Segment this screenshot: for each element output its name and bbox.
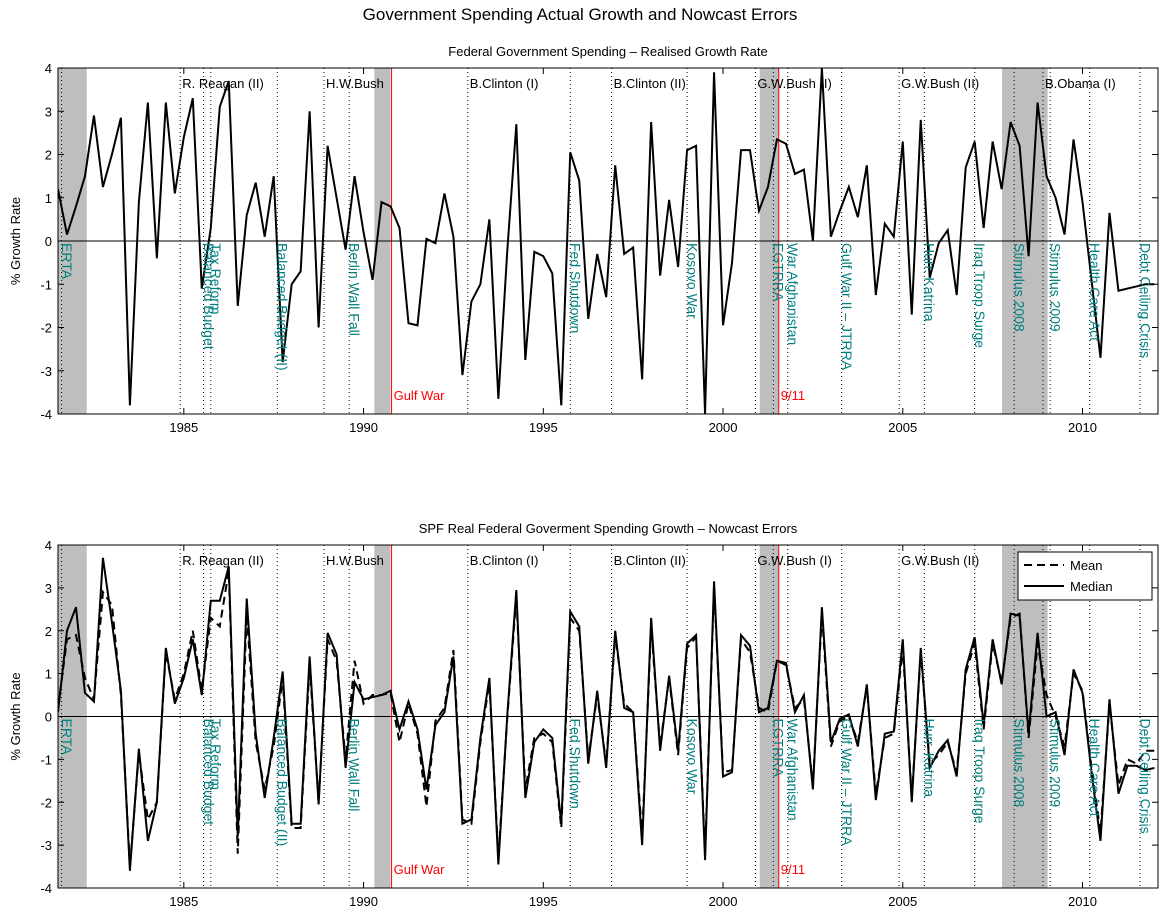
event-label: Hurr. Katrina [922,719,938,798]
event-label: War Afghanistan [785,719,801,821]
plot-area [58,68,1158,414]
event-label: Berlin Wall Fall [346,719,362,812]
y-tick-label: 4 [45,61,52,76]
event-label: 9/11 [781,862,805,877]
president-label: B.Clinton (II) [614,553,686,568]
event-label: Fed Shutdown [568,719,584,809]
x-tick-label: 1995 [529,894,558,909]
event-label: Iraq Troop Surge [972,719,988,824]
president-label: H.W.Bush [326,553,384,568]
event-label: Stimulus 2009 [1047,243,1063,332]
event-label: Gulf War [394,388,445,403]
y-tick-label: 3 [45,104,52,119]
event-label: Iraq Troop Surge [972,243,988,348]
y-axis-label: % Growth Rate [8,197,23,285]
event-label: Balanced Budget (II) [275,243,291,371]
y-tick-label: -2 [40,795,52,810]
y-tick-label: 0 [45,234,52,249]
event-label: Kosovo War [684,243,700,319]
event-label: Gulf War II – JTRRA [839,243,855,371]
y-tick-label: 0 [45,710,52,725]
plot-area [58,545,1158,888]
figure-title: Government Spending Actual Growth and No… [363,5,798,24]
y-tick-label: -4 [40,407,52,422]
president-label: G.W.Bush (I) [757,76,831,91]
president-label: B.Clinton (I) [470,76,539,91]
event-label: EGTRRA [771,719,787,778]
x-tick-label: 1990 [349,420,378,435]
y-tick-label: -1 [40,277,52,292]
event-label: Debt Ceiling Crisis [1137,243,1153,358]
president-label: G.W.Bush (I) [757,553,831,568]
event-label: ERTA [59,719,75,756]
y-tick-label: 1 [45,191,52,206]
axes-title: Federal Government Spending – Realised G… [448,44,767,59]
x-tick-label: 1985 [169,420,198,435]
event-label: Hurr. Katrina [922,243,938,322]
event-label: Health Care Act [1087,243,1103,341]
y-tick-label: -3 [40,364,52,379]
y-axis-label: % Growth Rate [8,672,23,760]
x-tick-label: 1985 [169,894,198,909]
event-label: Gulf War II – JTRRA [839,719,855,847]
x-tick-label: 2005 [888,420,917,435]
event-label: Tax Reform [208,719,224,791]
x-tick-label: 2010 [1068,420,1097,435]
y-tick-label: 3 [45,581,52,596]
event-label: Balanced Budget [201,243,217,350]
x-tick-label: 1995 [529,420,558,435]
x-tick-label: 1990 [349,894,378,909]
event-label: Kosovo War [684,719,700,795]
y-tick-label: -2 [40,321,52,336]
data-line [58,68,1155,414]
event-label: Fed Shutdown [568,243,584,333]
y-tick-label: 1 [45,667,52,682]
legend-label: Median [1070,579,1113,594]
event-label: Tax Reform [208,243,224,315]
event-label: Debt Ceiling Crisis [1137,719,1153,834]
x-tick-label: 2010 [1068,894,1097,909]
event-label: EGTRRA [771,243,787,302]
president-label: R. Reagan (II) [182,553,264,568]
y-tick-label: -1 [40,752,52,767]
y-tick-label: 2 [45,624,52,639]
president-label: B.Obama (I) [1045,76,1116,91]
y-tick-label: 2 [45,148,52,163]
event-label: 9/11 [781,388,805,403]
president-label: B.Clinton (I) [470,553,539,568]
legend-box [1017,551,1153,601]
y-tick-label: -4 [40,881,52,896]
axes-title: SPF Real Federal Goverment Spending Grow… [419,521,798,536]
president-label: G.W.Bush (II) [901,553,979,568]
event-label: ERTA [59,243,75,280]
event-label: Health Care Act [1087,719,1103,817]
event-label: War Afghanistan [785,243,801,345]
president-label: G.W.Bush (II) [901,76,979,91]
x-tick-label: 2000 [709,420,738,435]
event-label: Berlin Wall Fall [346,243,362,336]
y-tick-label: -3 [40,838,52,853]
president-label: B.Clinton (II) [614,76,686,91]
event-label: Balanced Budget (II) [275,719,291,847]
event-label: Stimulus 2008 [1012,719,1028,808]
president-label: R. Reagan (II) [182,76,264,91]
event-label: Stimulus 2008 [1012,243,1028,332]
y-tick-label: 4 [45,538,52,553]
legend-label: Mean [1070,558,1103,573]
event-label: Stimulus 2009 [1047,719,1063,808]
x-tick-label: 2000 [709,894,738,909]
data-line [58,557,1155,871]
president-label: H.W.Bush [326,76,384,91]
event-label: Gulf War [394,862,445,877]
x-tick-label: 2005 [888,894,917,909]
event-label: Balanced Budget [201,719,217,826]
